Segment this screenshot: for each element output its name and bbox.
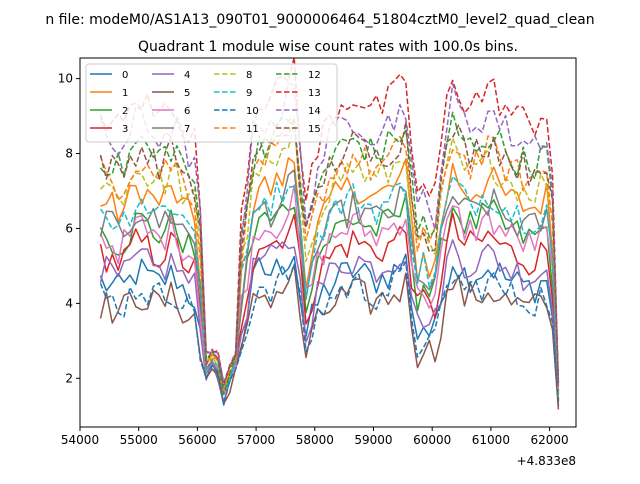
x-tick-label: 61000 xyxy=(472,433,510,447)
x-tick-label: 55000 xyxy=(120,433,158,447)
plot-area-frame xyxy=(79,57,577,428)
series-line-3 xyxy=(99,212,560,406)
series-line-4 xyxy=(99,239,560,407)
series-line-5 xyxy=(99,264,560,410)
series-line-10 xyxy=(99,261,560,406)
x-tick-label: 57000 xyxy=(237,433,275,447)
y-tick-label: 4 xyxy=(65,296,73,310)
series-line-0 xyxy=(99,253,560,403)
y-tick-label: 10 xyxy=(58,72,73,86)
legend-label-4: 4 xyxy=(184,70,190,81)
series-line-2 xyxy=(99,193,560,392)
x-tick-label: 59000 xyxy=(354,433,392,447)
legend-label-3: 3 xyxy=(122,124,128,135)
y-tick-label: 2 xyxy=(65,371,73,385)
x-tick-label: 56000 xyxy=(178,433,216,447)
legend-label-9: 9 xyxy=(246,88,252,99)
legend-label-1: 1 xyxy=(122,88,128,99)
x-axis: 54000 55000 56000 57000 58000 59000 60000 61000… xyxy=(61,427,569,447)
legend-label-10: 10 xyxy=(246,106,259,117)
legend-label-6: 6 xyxy=(184,106,190,117)
legend-label-14: 14 xyxy=(308,106,321,117)
series-line-1 xyxy=(100,157,560,400)
legend-label-8: 8 xyxy=(246,70,252,81)
x-offset-label: +4.833e8 xyxy=(517,454,576,468)
y-axis: 2 4 6 8 10 xyxy=(58,72,80,385)
x-tick-label: 58000 xyxy=(296,433,334,447)
series-line-15 xyxy=(99,117,560,386)
legend-label-0: 0 xyxy=(122,70,128,81)
legend-label-15: 15 xyxy=(308,124,321,135)
series-line-12 xyxy=(99,111,560,396)
series-line-6 xyxy=(99,184,560,395)
legend-frame xyxy=(85,63,338,143)
series-line-8 xyxy=(99,123,560,397)
y-tick-label: 6 xyxy=(65,221,73,235)
legend-label-2: 2 xyxy=(122,106,128,117)
legend-label-11: 11 xyxy=(246,124,259,135)
figure-suptitle: n file: modeM0/AS1A13_090T01_9000006464_… xyxy=(45,12,594,28)
legend-label-7: 7 xyxy=(184,124,190,135)
x-tick-label: 60000 xyxy=(413,433,451,447)
y-tick-label: 8 xyxy=(65,147,73,161)
x-tick-label: 62000 xyxy=(530,433,568,447)
chart-title: Quadrant 1 module wise count rates with … xyxy=(138,39,518,55)
x-tick-label: 54000 xyxy=(61,433,99,447)
series-line-9 xyxy=(99,175,560,392)
legend-label-13: 13 xyxy=(308,88,321,99)
series-line-7 xyxy=(99,169,560,402)
legend-label-12: 12 xyxy=(308,70,321,81)
legend-label-5: 5 xyxy=(184,88,190,99)
